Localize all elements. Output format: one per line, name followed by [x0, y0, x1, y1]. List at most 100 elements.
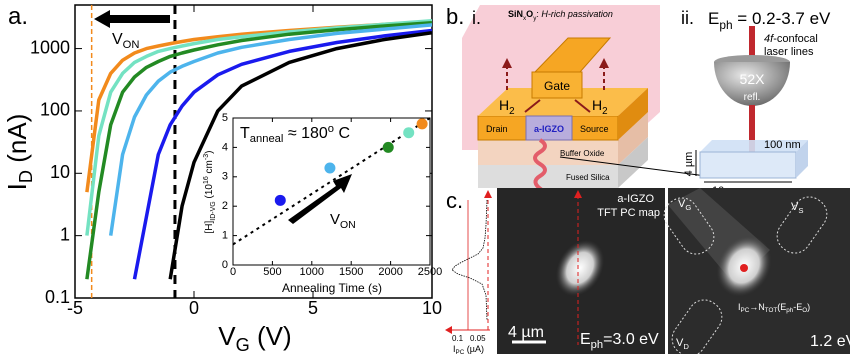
label-part: -confocal — [773, 33, 818, 45]
profile-tick: 0.05 — [470, 334, 486, 343]
inset-x-label: Annealing Time (s) — [282, 281, 382, 295]
substrate-label: Fused Silica — [566, 173, 610, 182]
label-part: =3.0 eV — [603, 331, 659, 348]
data-point — [416, 118, 428, 130]
label-part: 4f — [764, 33, 774, 45]
data-point — [274, 194, 286, 206]
slab-side — [796, 140, 808, 178]
device-schematic — [462, 5, 707, 192]
connector — [559, 156, 707, 177]
label-part: cm — [204, 160, 215, 176]
transfer-curve — [85, 20, 432, 280]
label-part: I — [738, 302, 741, 312]
y-tick-label: 100 — [40, 100, 70, 120]
label-part: x — [523, 15, 527, 22]
label-part: o — [328, 123, 334, 135]
arrow-head — [599, 58, 609, 68]
optics-schematic — [695, 26, 808, 183]
dimension-label: 4 µm — [683, 152, 695, 177]
label-part: [H] — [204, 220, 215, 233]
x-tick-label: -5 — [67, 298, 83, 318]
label-part: -3 — [203, 154, 210, 160]
terminal-label: VS — [791, 201, 803, 215]
panel-label: a. — [8, 3, 28, 30]
label-part: 2 — [509, 106, 514, 117]
slab-top — [700, 140, 808, 152]
label-part: H — [592, 97, 602, 113]
sub-label: i. — [472, 8, 481, 28]
label-part: TOT — [765, 307, 778, 314]
data-point — [324, 162, 336, 174]
label-part: SiN — [508, 9, 523, 19]
energy-label: Eph=3.0 eV — [580, 331, 659, 351]
x-tick-label: 2000 — [378, 266, 402, 278]
source-outline — [776, 196, 828, 254]
von-arrow — [94, 10, 170, 28]
contacts-top — [478, 88, 648, 116]
label-part: PC — [456, 349, 465, 354]
y-tick-label: 4 — [222, 141, 228, 153]
von-arrow — [288, 174, 352, 224]
arrow-head — [445, 326, 452, 334]
label-part: G — [236, 335, 250, 354]
label-part: = 0.2-3.7 eV — [733, 9, 831, 28]
data-point — [382, 141, 394, 153]
label-part: (V) — [250, 321, 292, 351]
x-tick-label: 1000 — [300, 266, 324, 278]
label-part: PC — [741, 307, 750, 314]
x-tick-label: 10 — [422, 298, 442, 318]
objective-label: 52X — [740, 71, 766, 87]
label-part: I — [2, 183, 32, 190]
data-point — [403, 127, 415, 139]
x-axis-label: VG (V) — [218, 321, 291, 354]
inset-title: Tanneal ≈ 180o C — [240, 123, 350, 145]
annotation: VON — [112, 31, 139, 51]
arrow-head — [574, 190, 582, 198]
label-part: ph — [719, 18, 732, 32]
objective — [714, 62, 790, 106]
drain-outline — [671, 299, 723, 354]
label-part: →N — [749, 302, 765, 312]
energy-label: 1.2 eV — [810, 333, 850, 350]
gate-outline — [663, 197, 715, 255]
channel-label: a-IGZO — [534, 124, 564, 134]
label-part: ph — [786, 307, 794, 314]
label-part: (µA) — [464, 344, 484, 354]
laser — [749, 105, 755, 160]
label-part: ON — [340, 219, 356, 231]
y-tick-label: 1 — [60, 224, 70, 244]
buffer-layer — [478, 140, 618, 165]
gate — [531, 71, 583, 99]
label-part: E — [708, 9, 719, 28]
buffer-side — [618, 112, 648, 165]
h-arrow — [574, 99, 591, 113]
label-part: E — [580, 331, 591, 348]
label-part: I — [453, 344, 456, 354]
panel-label: b. — [446, 4, 464, 29]
y-tick-label: 10 — [50, 162, 70, 182]
drain-label: Drain — [486, 124, 508, 134]
x-tick-label: 1500 — [339, 266, 363, 278]
substrate-side — [618, 137, 648, 188]
label-part: ID-VG — [210, 201, 217, 220]
label-part: V — [676, 337, 684, 349]
y-tick-label: 1000 — [30, 37, 70, 57]
terminal-label: VG — [678, 198, 691, 212]
y-tick-label: 5 — [222, 112, 228, 124]
label-part: S — [798, 206, 803, 215]
inset-y-label: [H]ID-VG (1016 cm-3) — [203, 151, 217, 234]
x-tick-label: 500 — [263, 266, 281, 278]
label-part: ON — [123, 39, 140, 51]
probe-spot — [740, 264, 748, 272]
transfer-curve — [168, 30, 432, 280]
label-part: D — [16, 170, 36, 183]
slab — [699, 151, 797, 179]
dimension-label: 100 nm — [764, 139, 801, 151]
h-arrow — [524, 99, 541, 113]
pc-map-2 — [663, 188, 850, 354]
y-axis-label: ID (nA) — [2, 114, 36, 191]
label-part: -E — [793, 302, 802, 312]
photocurrent-spot — [555, 239, 605, 297]
label-part: 2 — [602, 106, 607, 117]
